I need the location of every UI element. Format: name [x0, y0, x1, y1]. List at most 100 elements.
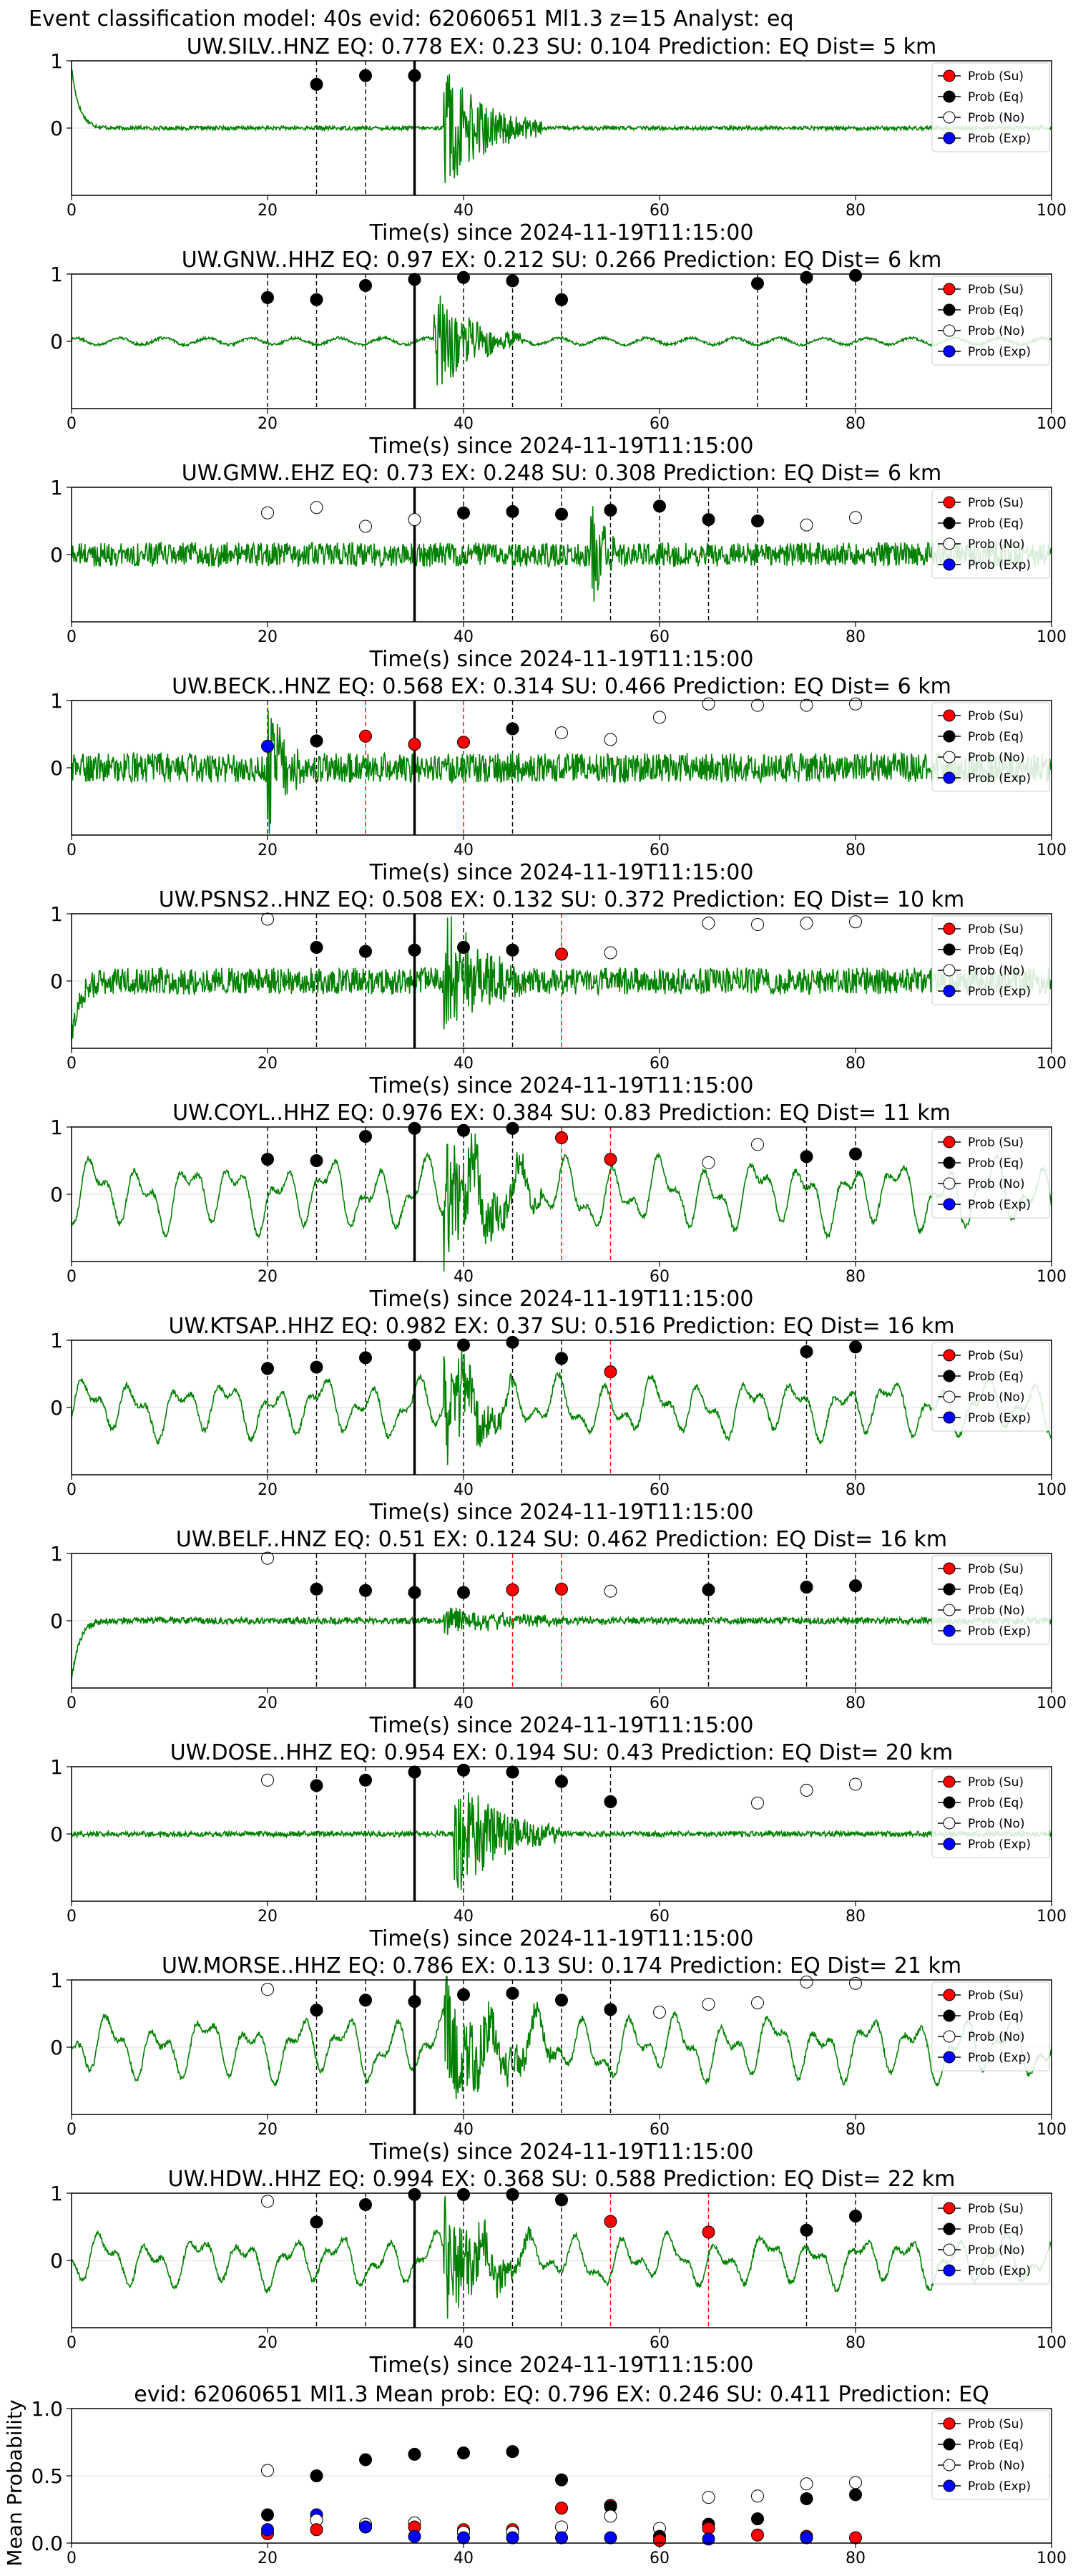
waveform-trace [71, 68, 1052, 183]
x-tick-label: 20 [258, 1694, 278, 1712]
data-point-no [800, 518, 813, 532]
data-point-eq [457, 1988, 470, 2001]
x-tick-label: 60 [650, 2121, 670, 2139]
legend: Prob (Su) Prob (Eq) Prob (No) Prob (Exp) [931, 702, 1050, 792]
legend-label: Prob (No) [968, 1604, 1025, 1618]
y-tick-label: 1 [50, 1329, 63, 1352]
legend-label: Prob (Eq) [968, 943, 1024, 957]
panel-title: UW.HDW..HHZ EQ: 0.994 EX: 0.368 SU: 0.58… [168, 2167, 956, 2192]
x-tick-label: 0 [67, 1055, 77, 1073]
x-tick-label: 80 [846, 1055, 866, 1073]
legend-label: Prob (Su) [968, 709, 1024, 723]
data-point-su [457, 736, 470, 749]
legend-label: Prob (Su) [968, 2202, 1024, 2216]
legend-label: Prob (Exp) [968, 1838, 1031, 1852]
data-point-eq [408, 1121, 421, 1135]
x-tick-label: 60 [650, 628, 670, 646]
x-tick-label: 0 [67, 2550, 77, 2567]
legend-label: Prob (Exp) [968, 1198, 1031, 1212]
waveform-trace [71, 1976, 1052, 2099]
y-axis-label: Mean Probability [3, 2399, 26, 2566]
x-tick-label: 100 [1037, 841, 1067, 859]
chart-panel: UW.GMW..EHZ EQ: 0.73 EX: 0.248 SU: 0.308… [50, 461, 1067, 672]
data-point-eq [751, 277, 764, 291]
legend-marker-eq [943, 517, 956, 530]
x-axis-label: Time(s) since 2024-11-19T11:15:00 [369, 1287, 754, 1312]
data-point-eq [555, 2473, 568, 2487]
legend-box [931, 702, 1050, 792]
data-point-eq [849, 1147, 862, 1161]
data-point-exp [261, 739, 274, 753]
x-tick-label: 20 [258, 202, 278, 220]
legend: Prob (Su) Prob (Eq) Prob (No) Prob (Exp) [931, 62, 1050, 152]
x-tick-label: 80 [846, 1908, 866, 1926]
legend-label: Prob (Su) [968, 1989, 1024, 2003]
x-tick-label: 20 [258, 628, 278, 646]
data-point-eq [457, 1586, 470, 1599]
legend-marker-su [943, 1562, 956, 1575]
y-tick-label: 0 [50, 1183, 63, 1206]
data-point-eq [408, 1338, 421, 1352]
legend-marker-su [943, 283, 956, 296]
data-point-su [555, 2502, 568, 2515]
data-point-eq [261, 2508, 274, 2522]
legend-box [931, 1128, 1050, 1219]
data-point-eq [555, 2193, 568, 2207]
data-point-no [604, 946, 617, 960]
legend-marker-exp [943, 1838, 956, 1850]
data-point-no [800, 1975, 813, 1989]
legend-marker-no [943, 1604, 956, 1616]
panel-title: UW.PSNS2..HNZ EQ: 0.508 EX: 0.132 SU: 0.… [159, 887, 964, 912]
data-point-eq [359, 69, 372, 82]
chart-panel: UW.COYL..HHZ EQ: 0.976 EX: 0.384 SU: 0.8… [50, 1101, 1067, 1312]
x-tick-label: 40 [454, 1055, 474, 1073]
y-tick-label: 0 [50, 2249, 63, 2273]
legend-label: Prob (Eq) [968, 2223, 1024, 2237]
x-tick-label: 100 [1037, 1268, 1067, 1286]
data-point-su [604, 1365, 617, 1379]
legend-marker-su [943, 1136, 956, 1148]
data-point-su [751, 2528, 764, 2542]
data-point-no [261, 1551, 274, 1565]
x-axis-label: Time(s) since 2024-11-19T11:15:00 [369, 1500, 754, 1525]
x-tick-label: 0 [67, 1268, 77, 1286]
data-point-no [261, 1983, 274, 1996]
data-point-no [604, 1584, 617, 1598]
legend-label: Prob (Exp) [968, 2051, 1031, 2065]
waveform-trace [71, 1350, 1052, 1465]
chart-panel: UW.SILV..HNZ EQ: 0.778 EX: 0.23 SU: 0.10… [50, 34, 1067, 245]
legend: Prob (Su) Prob (Eq) Prob (No) Prob (Exp) [931, 1768, 1050, 1858]
legend-marker-su [943, 1349, 956, 1362]
x-tick-label: 80 [846, 841, 866, 859]
x-tick-label: 100 [1037, 1908, 1067, 1926]
data-point-no [702, 917, 715, 930]
x-axis-label: Time(s) since 2024-11-19T11:15:00 [369, 434, 754, 459]
data-point-eq [800, 2492, 813, 2505]
data-point-eq [457, 1763, 470, 1777]
data-point-eq [408, 1586, 421, 1599]
x-tick-label: 40 [454, 415, 474, 433]
waveform-trace [71, 2195, 1052, 2319]
legend-marker-exp [943, 1411, 956, 1424]
legend-label: Prob (No) [968, 111, 1025, 125]
legend-marker-su [943, 709, 956, 722]
legend-label: Prob (Su) [968, 1562, 1024, 1576]
x-tick-label: 0 [67, 1694, 77, 1712]
legend-marker-no [943, 111, 956, 124]
data-point-eq [506, 722, 519, 736]
y-tick-label: 0 [50, 1609, 63, 1633]
data-point-su [506, 1583, 519, 1596]
legend-label: Prob (Su) [968, 69, 1024, 84]
y-tick-label: 1 [50, 1542, 63, 1566]
x-tick-label: 60 [650, 202, 670, 220]
data-point-eq [408, 1995, 421, 2009]
legend-marker-no [943, 964, 956, 977]
data-point-eq [359, 945, 372, 958]
data-point-su [408, 738, 421, 751]
chart-panel: UW.MORSE..HHZ EQ: 0.786 EX: 0.13 SU: 0.1… [50, 1953, 1067, 2165]
legend-marker-su [943, 2417, 956, 2430]
x-tick-label: 60 [650, 1055, 670, 1073]
legend-box [931, 2410, 1050, 2500]
legend-marker-exp [943, 985, 956, 997]
data-point-eq [457, 1338, 470, 1352]
